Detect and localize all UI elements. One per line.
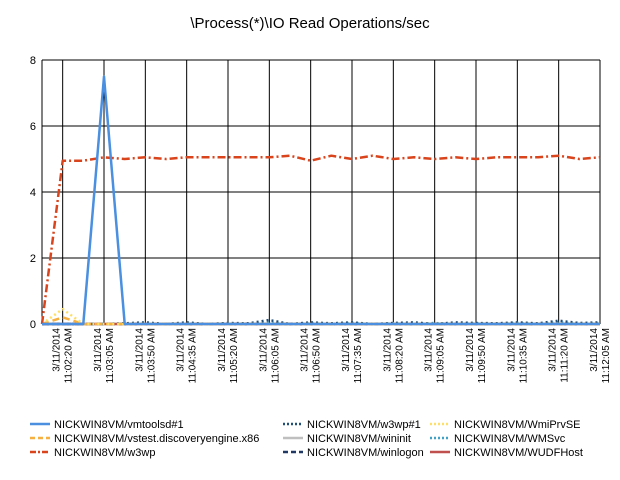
series-lines xyxy=(40,75,601,326)
x-tick-time: 11:05:20 AM xyxy=(229,328,240,383)
legend-label: NICKWIN8VM/winlogon xyxy=(307,447,424,459)
x-axis-ticks: 3/11/2014 11:02:20 AM 3/11/2014 11:03:05 AM… xyxy=(52,328,612,384)
x-tick-time: 11:09:05 AM xyxy=(436,328,447,383)
legend-item: NICKWIN8VM/wininit xyxy=(283,433,411,445)
legend-item: NICKWIN8VM/w3wp xyxy=(30,447,155,459)
x-tick-label: 3/11/2014 11:08:20 AM xyxy=(382,328,405,384)
x-tick-label: 3/11/2014 11:02:20 AM xyxy=(52,328,75,384)
x-tick-label: 3/11/2014 11:10:35 AM xyxy=(506,328,529,384)
x-tick-time: 11:10:35 AM xyxy=(518,328,529,383)
x-tick-label: 3/11/2014 11:03:05 AM xyxy=(93,328,116,384)
x-tick-date: 3/11/2014 xyxy=(341,328,352,372)
x-tick-time: 11:06:50 AM xyxy=(312,328,323,383)
x-tick-label: 3/11/2014 11:09:50 AM xyxy=(465,328,488,384)
legend-item: NICKWIN8VM/WmiPrvSE xyxy=(430,419,581,431)
legend-item: NICKWIN8VM/vmtoolsd#1 xyxy=(30,419,184,431)
y-tick-label: 2 xyxy=(30,253,36,265)
legend-item: NICKWIN8VM/WMSvc xyxy=(430,433,566,445)
x-tick-label: 3/11/2014 11:09:05 AM xyxy=(424,328,447,384)
x-tick-time: 11:09:50 AM xyxy=(477,328,488,383)
legend-item: NICKWIN8VM/w3wp#1 xyxy=(283,419,421,431)
x-tick-label: 3/11/2014 11:12:05 AM xyxy=(589,328,612,384)
x-tick-label: 3/11/2014 11:06:50 AM xyxy=(300,328,323,384)
x-tick-date: 3/11/2014 xyxy=(217,328,228,372)
x-tick-time: 11:12:05 AM xyxy=(601,328,612,383)
legend-item: NICKWIN8VM/vstest.discoveryengine.x86 xyxy=(30,433,259,445)
series-line-0 xyxy=(42,75,600,326)
y-tick-label: 6 xyxy=(30,121,36,133)
x-tick-time: 11:04:35 AM xyxy=(188,328,199,383)
x-tick-date: 3/11/2014 xyxy=(134,328,145,372)
x-tick-time: 11:06:05 AM xyxy=(270,328,281,383)
legend: NICKWIN8VM/vmtoolsd#1 NICKWIN8VM/vstest.d… xyxy=(30,419,583,459)
x-tick-date: 3/11/2014 xyxy=(548,328,559,372)
x-tick-time: 11:07:35 AM xyxy=(353,328,364,383)
x-tick-label: 3/11/2014 11:04:35 AM xyxy=(176,328,199,384)
legend-label: NICKWIN8VM/WUDFHost xyxy=(454,447,583,459)
x-tick-date: 3/11/2014 xyxy=(465,328,476,372)
x-tick-date: 3/11/2014 xyxy=(589,328,600,372)
x-tick-date: 3/11/2014 xyxy=(506,328,517,372)
x-tick-date: 3/11/2014 xyxy=(176,328,187,372)
x-tick-label: 3/11/2014 11:05:20 AM xyxy=(217,328,240,384)
x-tick-date: 3/11/2014 xyxy=(424,328,435,372)
y-tick-label: 0 xyxy=(30,319,36,331)
x-tick-date: 3/11/2014 xyxy=(382,328,393,372)
legend-label: NICKWIN8VM/w3wp#1 xyxy=(307,419,421,431)
x-tick-label: 3/11/2014 11:11:20 AM xyxy=(548,328,571,383)
legend-item: NICKWIN8VM/WUDFHost xyxy=(430,447,583,459)
y-axis-ticks: 0 2 4 6 8 xyxy=(30,55,36,331)
legend-label: NICKWIN8VM/w3wp xyxy=(54,447,155,459)
legend-item: NICKWIN8VM/winlogon xyxy=(283,447,424,459)
y-tick-label: 8 xyxy=(30,55,36,67)
legend-label: NICKWIN8VM/WMSvc xyxy=(454,433,566,445)
x-tick-date: 3/11/2014 xyxy=(300,328,311,372)
x-tick-label: 3/11/2014 11:06:05 AM xyxy=(258,328,281,384)
series-line-2 xyxy=(40,154,601,325)
x-tick-label: 3/11/2014 11:07:35 AM xyxy=(341,328,364,384)
x-tick-date: 3/11/2014 xyxy=(258,328,269,372)
x-tick-time: 11:08:20 AM xyxy=(394,328,405,383)
y-tick-label: 4 xyxy=(30,187,36,199)
grid xyxy=(41,59,601,325)
x-tick-time: 11:02:20 AM xyxy=(64,328,75,383)
x-tick-time: 11:03:05 AM xyxy=(105,328,116,383)
x-tick-time: 11:11:20 AM xyxy=(560,328,571,383)
x-tick-label: 3/11/2014 11:03:50 AM xyxy=(134,328,157,384)
chart-title: \Process(*)\IO Read Operations/sec xyxy=(190,15,430,32)
legend-label: NICKWIN8VM/vstest.discoveryengine.x86 xyxy=(54,433,259,445)
x-tick-time: 11:03:50 AM xyxy=(146,328,157,383)
legend-label: NICKWIN8VM/vmtoolsd#1 xyxy=(54,419,184,431)
x-tick-date: 3/11/2014 xyxy=(93,328,104,372)
x-tick-date: 3/11/2014 xyxy=(52,328,63,372)
legend-label: NICKWIN8VM/wininit xyxy=(307,433,411,445)
legend-label: NICKWIN8VM/WmiPrvSE xyxy=(454,419,581,431)
